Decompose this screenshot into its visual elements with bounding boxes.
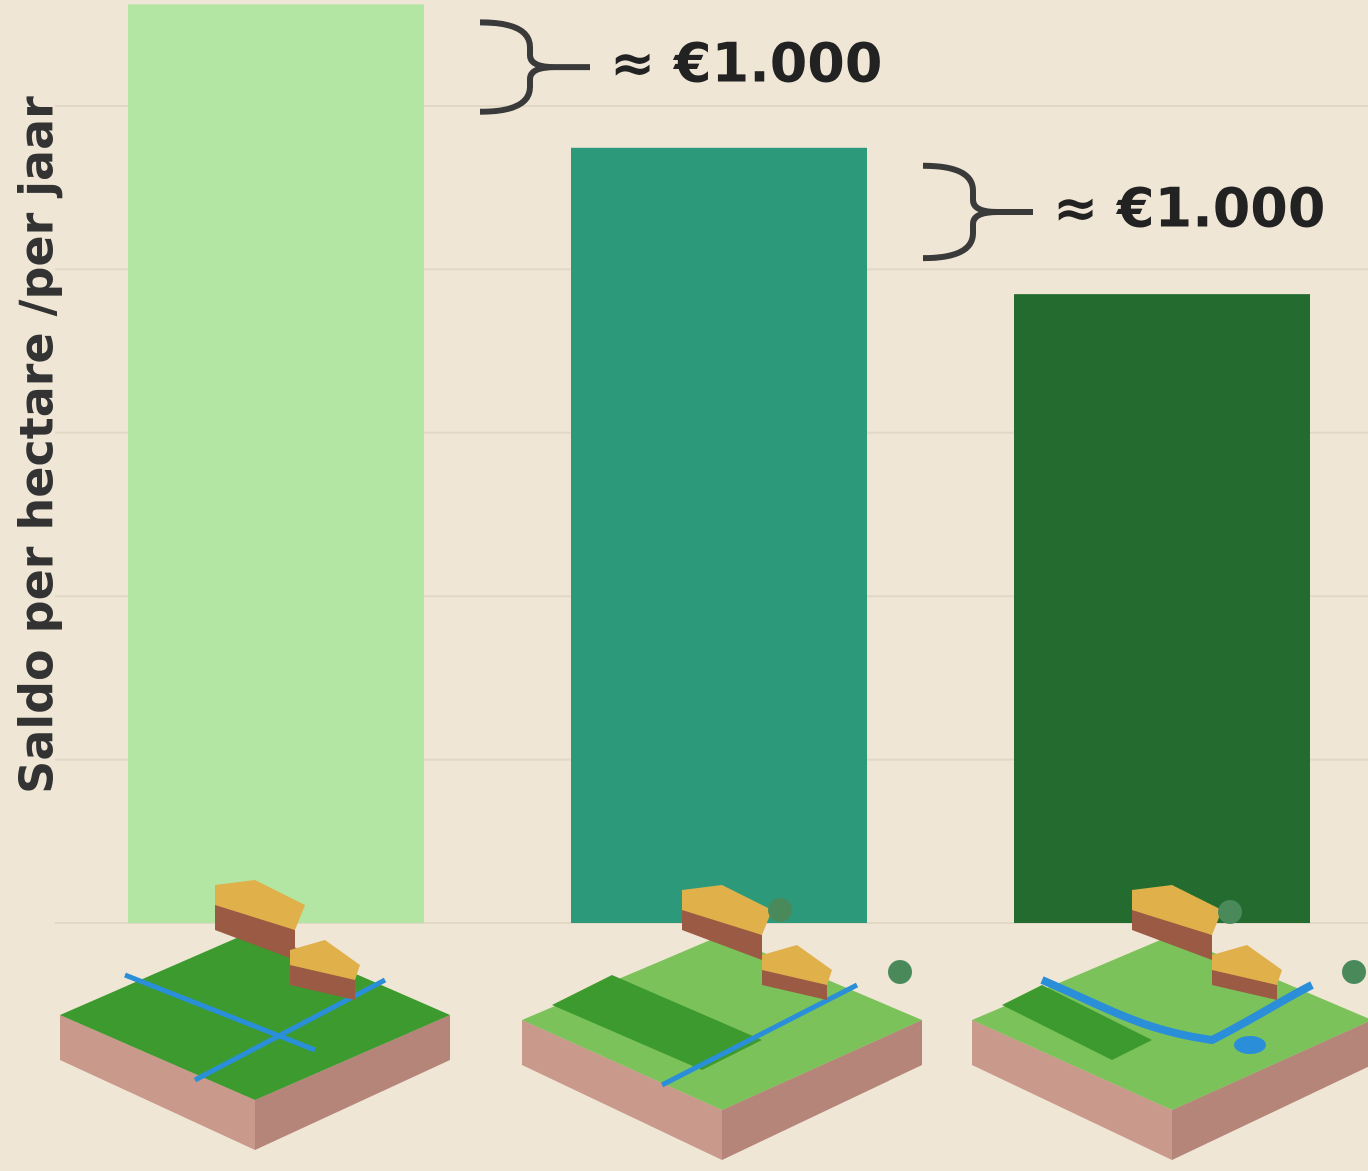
farm-tile [60, 880, 450, 1150]
bracket [922, 162, 1033, 262]
annotation: ≈ €1.000 [610, 32, 882, 95]
annotation: ≈ €1.000 [1053, 177, 1325, 240]
bar [571, 147, 867, 924]
bracket [479, 19, 590, 115]
farm-tile [972, 885, 1368, 1160]
y-axis-label: Saldo per hectare /per jaar [10, 96, 64, 794]
bar [128, 4, 424, 924]
bar [1014, 294, 1310, 924]
bars [128, 4, 1310, 924]
annotations: ≈ €1.000 ≈ €1.000 [479, 19, 1325, 262]
farm-tile [522, 885, 922, 1160]
farm-illustrations [60, 880, 1368, 1160]
